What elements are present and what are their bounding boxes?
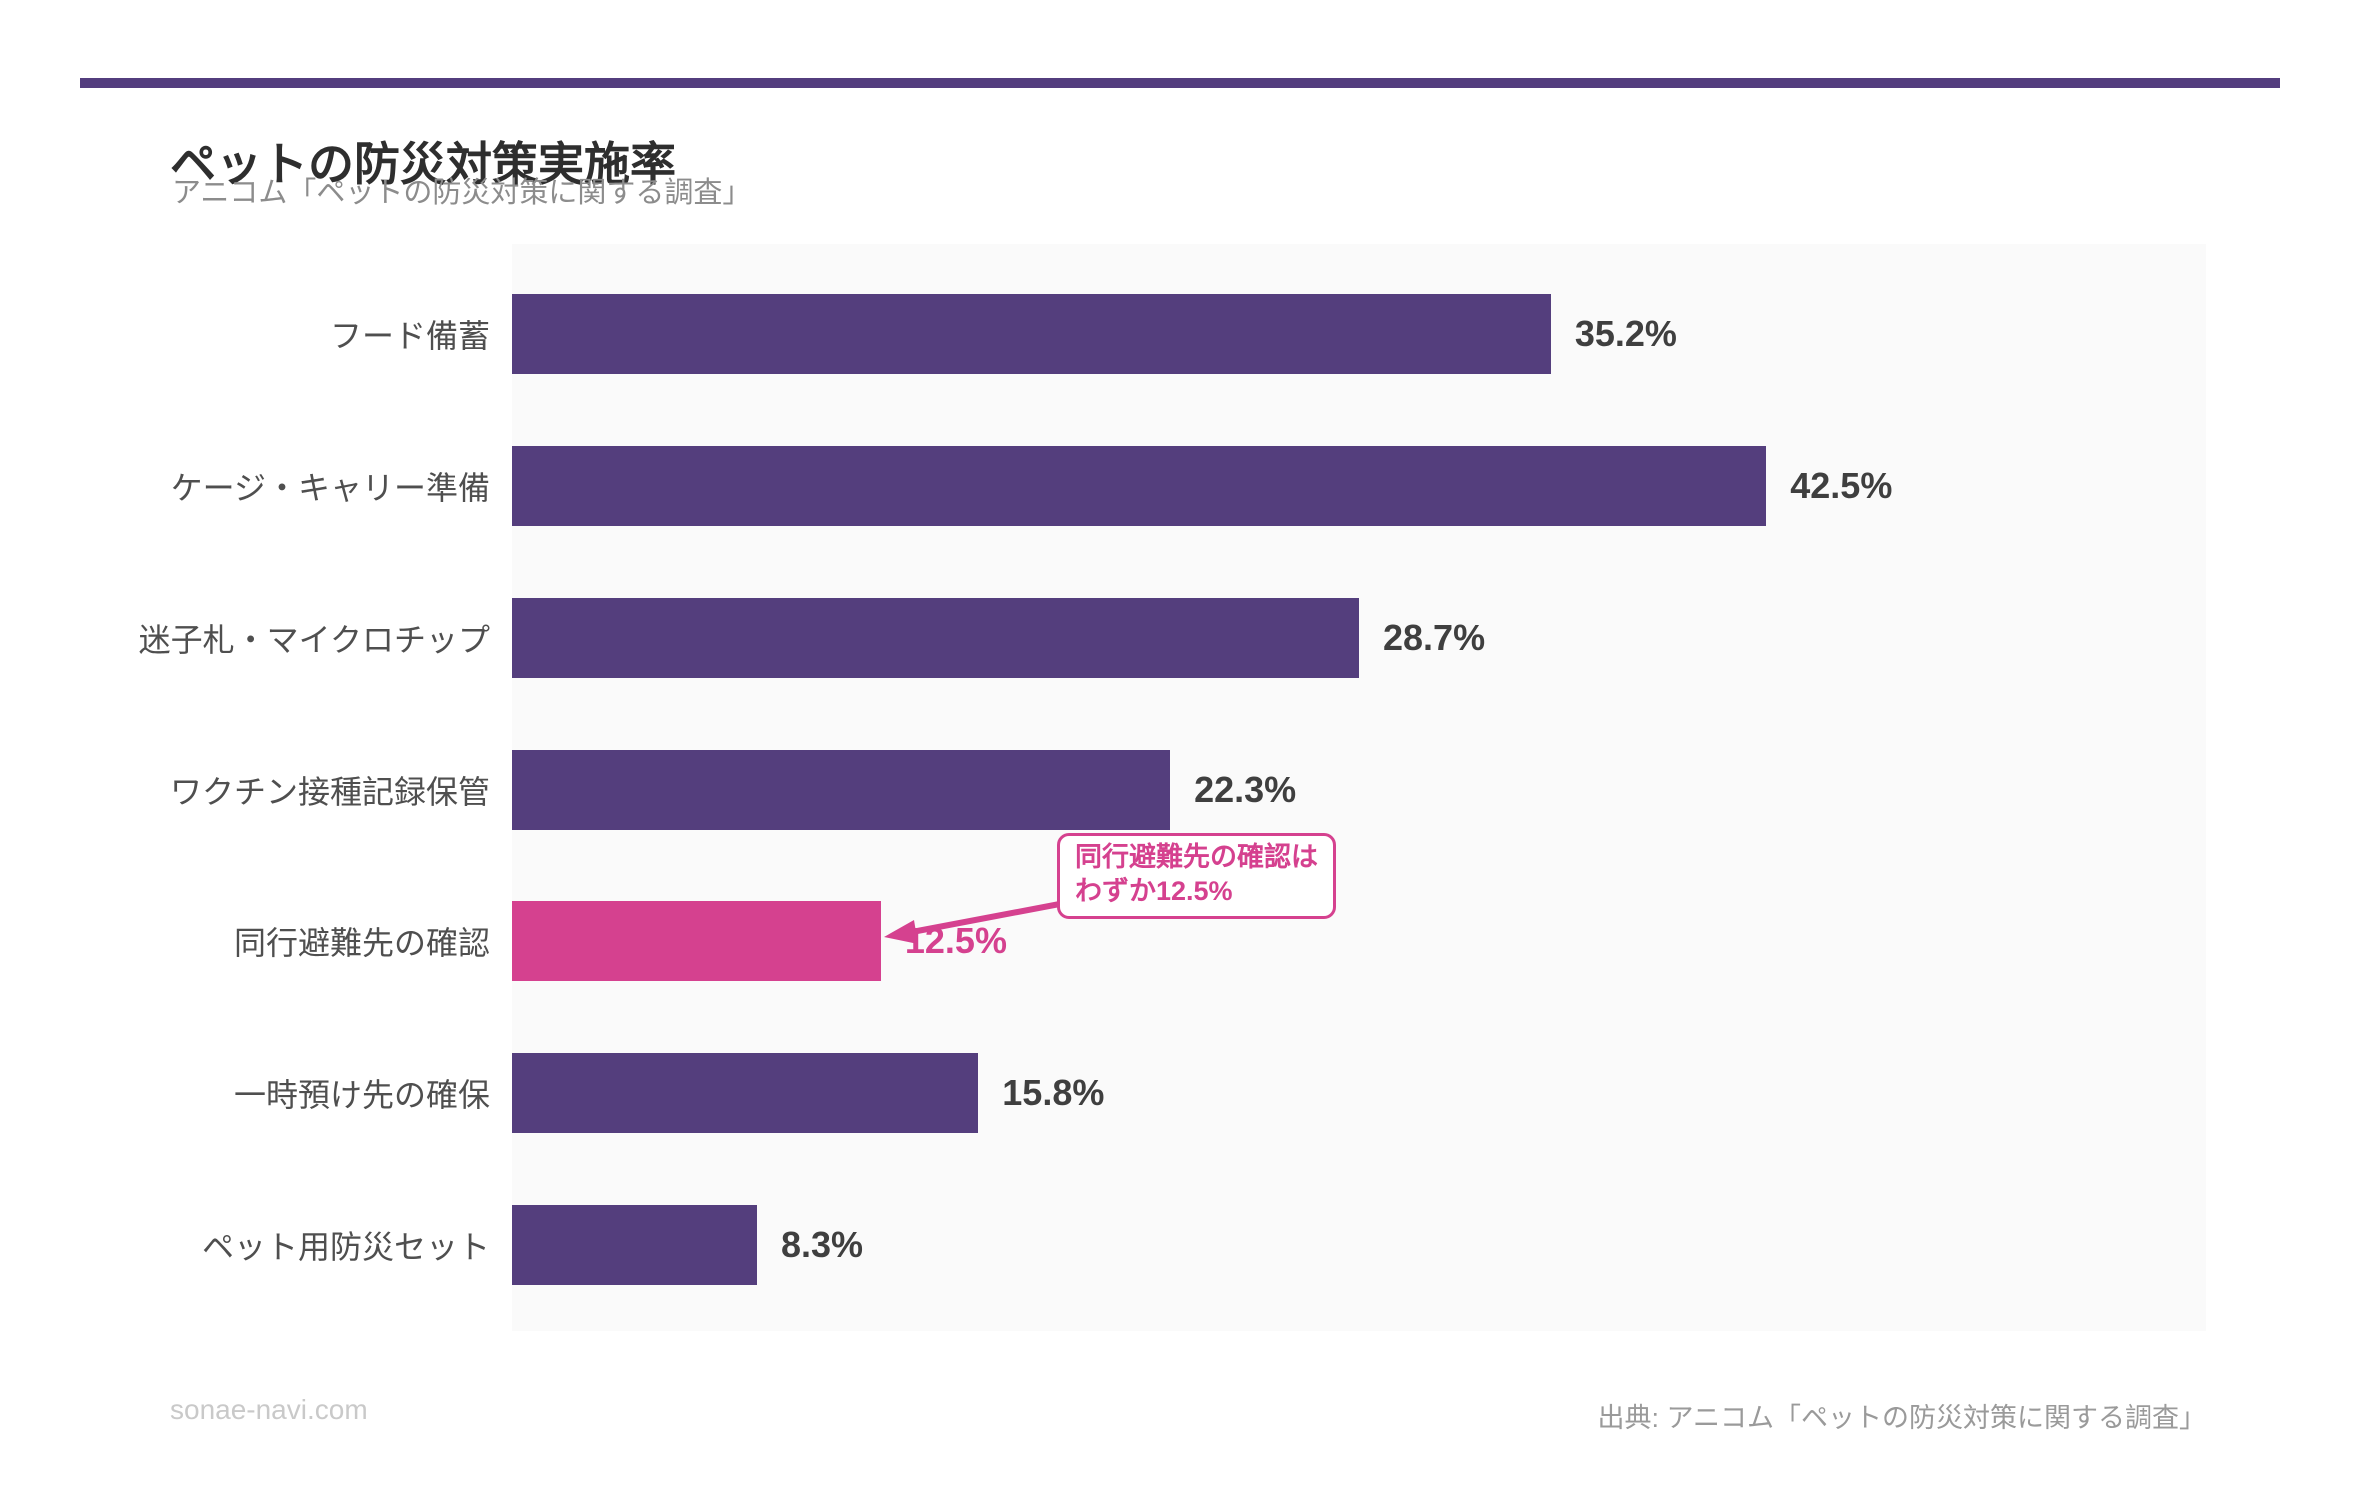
bar	[512, 445, 1767, 526]
bar	[512, 597, 1359, 678]
category-label: 迷子札・マイクロチップ	[138, 621, 490, 658]
value-label: 12.5%	[904, 920, 1007, 962]
bar	[512, 749, 1171, 830]
category-row: フード備蓄	[150, 258, 490, 410]
category-row: 迷子札・マイクロチップ	[139, 562, 490, 714]
value-label: 8.3%	[780, 1224, 863, 1266]
value-label: 42.5%	[1790, 464, 1893, 506]
value-label: 22.3%	[1194, 768, 1297, 810]
value-label: 15.8%	[1002, 1072, 1105, 1114]
bar-rows: 35.2% 42.5% 28.7% 22.3% 12.5% 15.8% 8.3%	[512, 244, 2206, 1331]
top-accent-rule	[80, 78, 2280, 88]
bar-row: 42.5%	[512, 410, 2206, 562]
bar-row: 22.3%	[512, 714, 2206, 866]
annotation-callout: 同行避難先の確認は わずか12.5%	[1057, 833, 1336, 919]
bar	[512, 293, 1551, 374]
bar	[512, 1205, 757, 1286]
category-label: ケージ・キャリー準備	[170, 469, 490, 506]
footer-site-url: sonae-navi.com	[170, 1394, 368, 1425]
bar-highlighted	[512, 901, 881, 982]
category-row: ワクチン接種記録保管	[150, 714, 490, 866]
category-row: ペット用防災セット	[150, 1169, 490, 1321]
page-title: ペットの防災対策実施率	[170, 137, 676, 190]
bar-row: 15.8%	[512, 1017, 2206, 1169]
category-label: ワクチン接種記録保管	[169, 773, 490, 810]
category-label: ペット用防災セット	[201, 1229, 490, 1266]
category-label: フード備蓄	[329, 317, 490, 354]
annotation-line-1: 同行避難先の確認は	[1075, 842, 1318, 872]
value-label: 35.2%	[1574, 312, 1677, 354]
category-row: ケージ・キャリー準備	[150, 410, 490, 562]
bar-row: 8.3%	[512, 1169, 2206, 1321]
bar-chart-plot-area: 35.2% 42.5% 28.7% 22.3% 12.5% 15.8% 8.3% 同行避難先…	[512, 244, 2206, 1331]
category-row: 同行避難先の確認	[150, 865, 490, 1017]
footer-source-credit: 出典: アニコム「ペットの防災対策に関する調査」	[1597, 1403, 2206, 1433]
page-subtitle: アニコム「ペットの防災対策に関する調査」	[172, 177, 752, 209]
category-label: 一時預け先の確保	[233, 1077, 490, 1114]
annotation-line-2: わずか12.5%	[1075, 875, 1233, 906]
bar-row: 35.2%	[512, 258, 2206, 410]
bar-row: 28.7%	[512, 562, 2206, 714]
bar-row: 12.5%	[512, 865, 2206, 1017]
category-label-column: フード備蓄ケージ・キャリー準備迷子札・マイクロチップワクチン接種記録保管同行避難…	[139, 244, 490, 1331]
value-label: 28.7%	[1383, 616, 1486, 658]
category-label: 同行避難先の確認	[233, 925, 490, 962]
category-row: 一時預け先の確保	[150, 1017, 490, 1169]
bar	[512, 1053, 979, 1134]
